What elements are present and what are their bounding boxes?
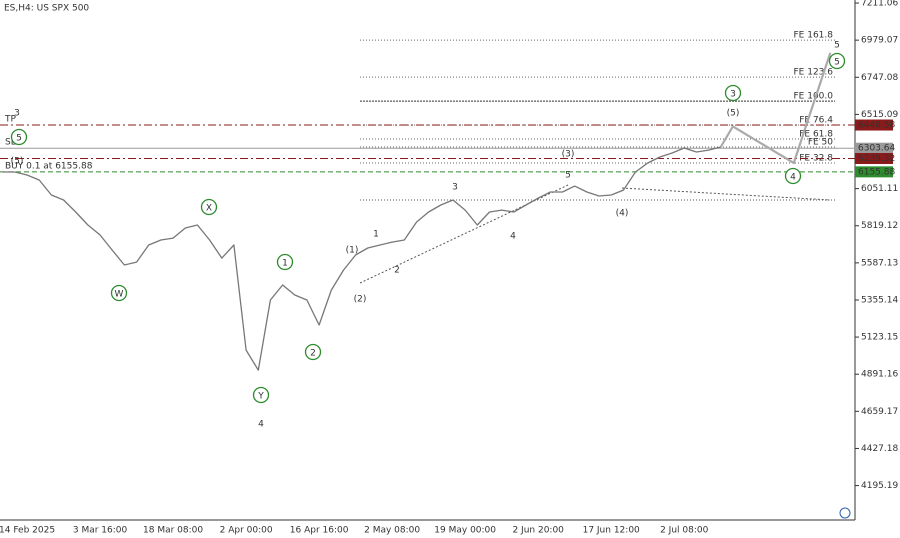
- price-level-label: TP: [4, 115, 16, 125]
- price-line: [719, 52, 832, 165]
- wave-label: 2: [310, 349, 316, 359]
- chart-title: ES,H4: US SPX 500: [4, 4, 89, 14]
- y-tick-label: 5819.12: [861, 221, 898, 231]
- price-tag: 6303.64: [858, 144, 895, 154]
- icon[interactable]: [839, 507, 851, 519]
- wave-label: 5: [16, 134, 22, 144]
- wave-circle: [10, 128, 28, 146]
- x-tick-label: 2 Jul 08:00: [660, 526, 709, 536]
- x-tick-label: 2 Jun 20:00: [512, 526, 564, 536]
- wave-label: 5: [565, 171, 571, 181]
- x-tick-label: 16 Apr 16:00: [290, 526, 349, 536]
- price-tag-bg: [855, 142, 893, 154]
- x-tick-label: 3 Mar 16:00: [73, 526, 128, 536]
- price-tag-bg: [855, 166, 893, 178]
- x-tick-label: 14 Feb 2025: [0, 526, 55, 536]
- y-tick-label: 6979.07: [861, 36, 898, 46]
- trend-line: [621, 187, 831, 201]
- x-tick-label: 2 May 08:00: [364, 526, 420, 536]
- x-tick-label: 19 May 00:00: [434, 526, 496, 536]
- price-tag: 6448.58: [858, 121, 895, 131]
- wave-label: 5: [834, 41, 840, 51]
- wave-label: 2: [394, 266, 400, 276]
- wave-label: (5): [11, 157, 24, 167]
- wave-label: (3): [562, 150, 575, 160]
- wave-label: 4: [510, 232, 516, 242]
- y-tick-label: 5355.14: [861, 295, 898, 305]
- wave-circle: [110, 284, 128, 302]
- wave-circle: [784, 167, 802, 185]
- wave-label: (2): [354, 295, 367, 305]
- wave-circle: [304, 343, 322, 361]
- x-tick-label: 2 Apr 00:00: [220, 526, 273, 536]
- wave-label: (5): [727, 109, 740, 119]
- wave-label: 4: [258, 420, 264, 430]
- y-tick-label: 6515.09: [861, 110, 898, 120]
- wave-circle: [200, 198, 218, 216]
- fe-label: FE 161.8: [794, 31, 834, 41]
- y-tick-label: 6051.11: [861, 184, 898, 194]
- y-tick-label: 6747.08: [861, 73, 898, 83]
- price-level-label: SL: [5, 138, 16, 148]
- fe-label: FE 76.4: [799, 116, 833, 126]
- wave-label: 4: [790, 173, 796, 183]
- price-tag: 6239.32: [858, 154, 895, 164]
- y-tick-label: 4891.16: [861, 370, 898, 380]
- price-tag: 6155.88: [858, 167, 895, 177]
- wave-label: 3: [452, 183, 458, 193]
- wave-label: (4): [616, 209, 629, 219]
- wave-label: X: [206, 204, 212, 214]
- y-tick-label: 5123.15: [861, 333, 898, 343]
- wave-circle: [724, 84, 742, 102]
- price-tag-bg: [855, 119, 893, 131]
- fe-label: FE 61.8: [799, 130, 833, 140]
- x-tick-label: 17 Jun 12:00: [583, 526, 640, 536]
- wave-circle: [252, 386, 270, 404]
- wave-label: W: [115, 290, 124, 300]
- wave-label: 3: [730, 90, 736, 100]
- fe-label: FE 50: [808, 138, 833, 148]
- x-tick-label: 18 Mar 08:00: [143, 526, 203, 536]
- wave-label: (1): [346, 246, 359, 256]
- y-tick-label: 4659.17: [861, 407, 898, 417]
- wave-circle: [276, 253, 294, 271]
- price-level-label: BUY 0.1 at 6155.88: [5, 161, 93, 171]
- y-tick-label: 5587.13: [861, 258, 898, 268]
- wave-label: 1: [282, 259, 288, 269]
- y-tick-label: 7211.06: [861, 0, 898, 9]
- wave-label: 5: [834, 58, 840, 68]
- wave-circle: [828, 52, 846, 70]
- price-line: [2, 146, 721, 371]
- fe-label: FE 100.0: [794, 92, 834, 102]
- y-tick-label: 4427.18: [861, 444, 898, 454]
- wave-label: 1: [373, 230, 379, 240]
- wave-label: 3: [14, 109, 20, 119]
- wave-label: Y: [257, 392, 264, 402]
- y-tick-label: 4195.19: [861, 481, 898, 491]
- price-tag-bg: [855, 153, 893, 165]
- fe-label: FE 123.6: [794, 68, 834, 78]
